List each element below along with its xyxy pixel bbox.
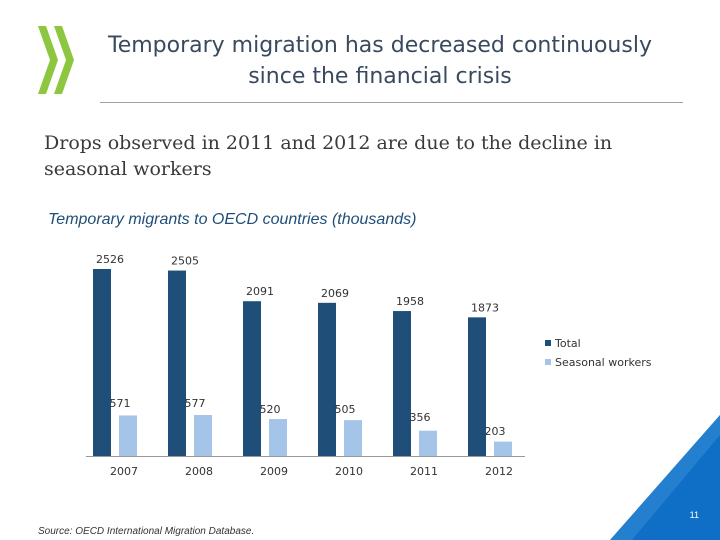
bar-total-2007	[93, 269, 111, 456]
logo-chevron-2	[54, 26, 74, 94]
bar-total-2012	[468, 317, 486, 456]
tick-label-2011: 2011	[410, 465, 438, 478]
corner-decoration	[610, 415, 720, 540]
slide-title: Temporary migration has decreased contin…	[100, 30, 660, 92]
tick-label-2007: 2007	[110, 465, 138, 478]
label-seasonal-2012: 203	[485, 425, 506, 438]
bar-seasonal-2012	[494, 441, 512, 456]
legend-swatch-seasonal	[545, 359, 551, 365]
logo-chevron-1	[38, 26, 58, 94]
oecd-logo	[38, 26, 74, 94]
label-total-2012: 1873	[471, 301, 499, 314]
legend-label-total: Total	[554, 337, 581, 350]
bar-seasonal-2009	[269, 419, 287, 456]
bar-seasonal-2011	[419, 430, 437, 456]
bar-total-2011	[393, 311, 411, 456]
legend-label-seasonal: Seasonal workers	[555, 356, 652, 369]
slide-subtitle: Drops observed in 2011 and 2012 are due …	[44, 132, 613, 180]
tick-label-2008: 2008	[185, 465, 213, 478]
tick-label-2010: 2010	[335, 465, 363, 478]
source-note: Source: OECD International Migration Dat…	[38, 526, 255, 537]
label-total-2010: 2069	[321, 287, 349, 300]
label-seasonal-2010: 505	[335, 403, 356, 416]
legend-swatch-total	[545, 340, 551, 346]
bar-total-2009	[243, 301, 261, 456]
bar-total-2008	[168, 270, 186, 456]
bar-seasonal-2007	[119, 415, 137, 456]
bar-total-2010	[318, 302, 336, 456]
tick-label-2009: 2009	[260, 465, 288, 478]
title-divider	[100, 102, 683, 103]
slide-title-line-2: since the financial crisis	[248, 64, 512, 89]
label-seasonal-2007: 571	[110, 397, 131, 410]
label-seasonal-2011: 356	[410, 411, 431, 424]
bar-seasonal-2010	[344, 420, 362, 456]
chart-title: Temporary migrants to OECD countries (th…	[48, 211, 417, 228]
label-total-2008: 2505	[171, 255, 199, 268]
bar-seasonal-2008	[194, 415, 212, 456]
tick-label-2012: 2012	[485, 465, 513, 478]
label-total-2011: 1958	[396, 295, 424, 308]
label-total-2009: 2091	[246, 285, 274, 298]
label-total-2007: 2526	[96, 253, 124, 266]
label-seasonal-2009: 520	[260, 403, 281, 416]
slide-title-line-1: Temporary migration has decreased contin…	[108, 33, 652, 58]
page-number: 11	[689, 510, 699, 520]
label-seasonal-2008: 577	[185, 397, 206, 410]
